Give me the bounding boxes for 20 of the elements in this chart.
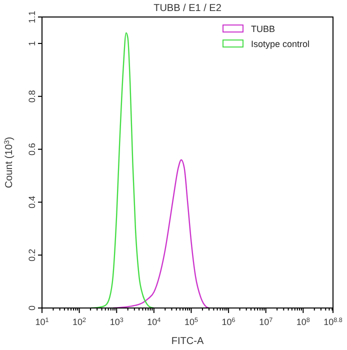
x-tick-label: 10$^{8}$ bbox=[296, 316, 310, 327]
x-tick-label: 10$^{2}$ bbox=[72, 316, 87, 327]
x-axis-title: FITC-A bbox=[171, 336, 204, 347]
x-tick-label: 10$^{8.8}$ bbox=[324, 316, 343, 327]
y-tick-label: 0.2 bbox=[27, 248, 37, 262]
x-tick-label: 10$^{6}$ bbox=[222, 316, 236, 327]
y-tick-label: 0.6 bbox=[27, 143, 37, 156]
x-tick-label: 10$^{7}$ bbox=[259, 316, 274, 327]
y-tick-label: 1.1 bbox=[27, 10, 37, 24]
y-tick-label: 0.4 bbox=[27, 196, 37, 208]
legend-label: Isotype control bbox=[251, 39, 310, 49]
x-tick-label: 10$^{4}$ bbox=[147, 316, 162, 327]
y-tick-label: 0.8 bbox=[27, 90, 37, 103]
x-tick-label: 10$^{1}$ bbox=[35, 316, 50, 327]
legend-label: TUBB bbox=[251, 24, 276, 34]
y-tick-label: 1 bbox=[27, 40, 37, 46]
y-tick-label: 0 bbox=[27, 305, 37, 311]
chart-title: TUBB / E1 / E2 bbox=[154, 3, 222, 14]
x-tick-label: 10$^{5}$ bbox=[184, 316, 198, 327]
x-tick-label: 10$^{3}$ bbox=[110, 316, 124, 327]
